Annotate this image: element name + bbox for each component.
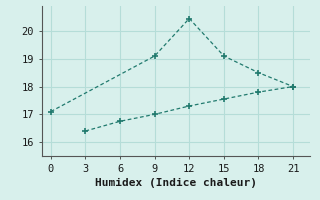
X-axis label: Humidex (Indice chaleur): Humidex (Indice chaleur) [95,178,257,188]
